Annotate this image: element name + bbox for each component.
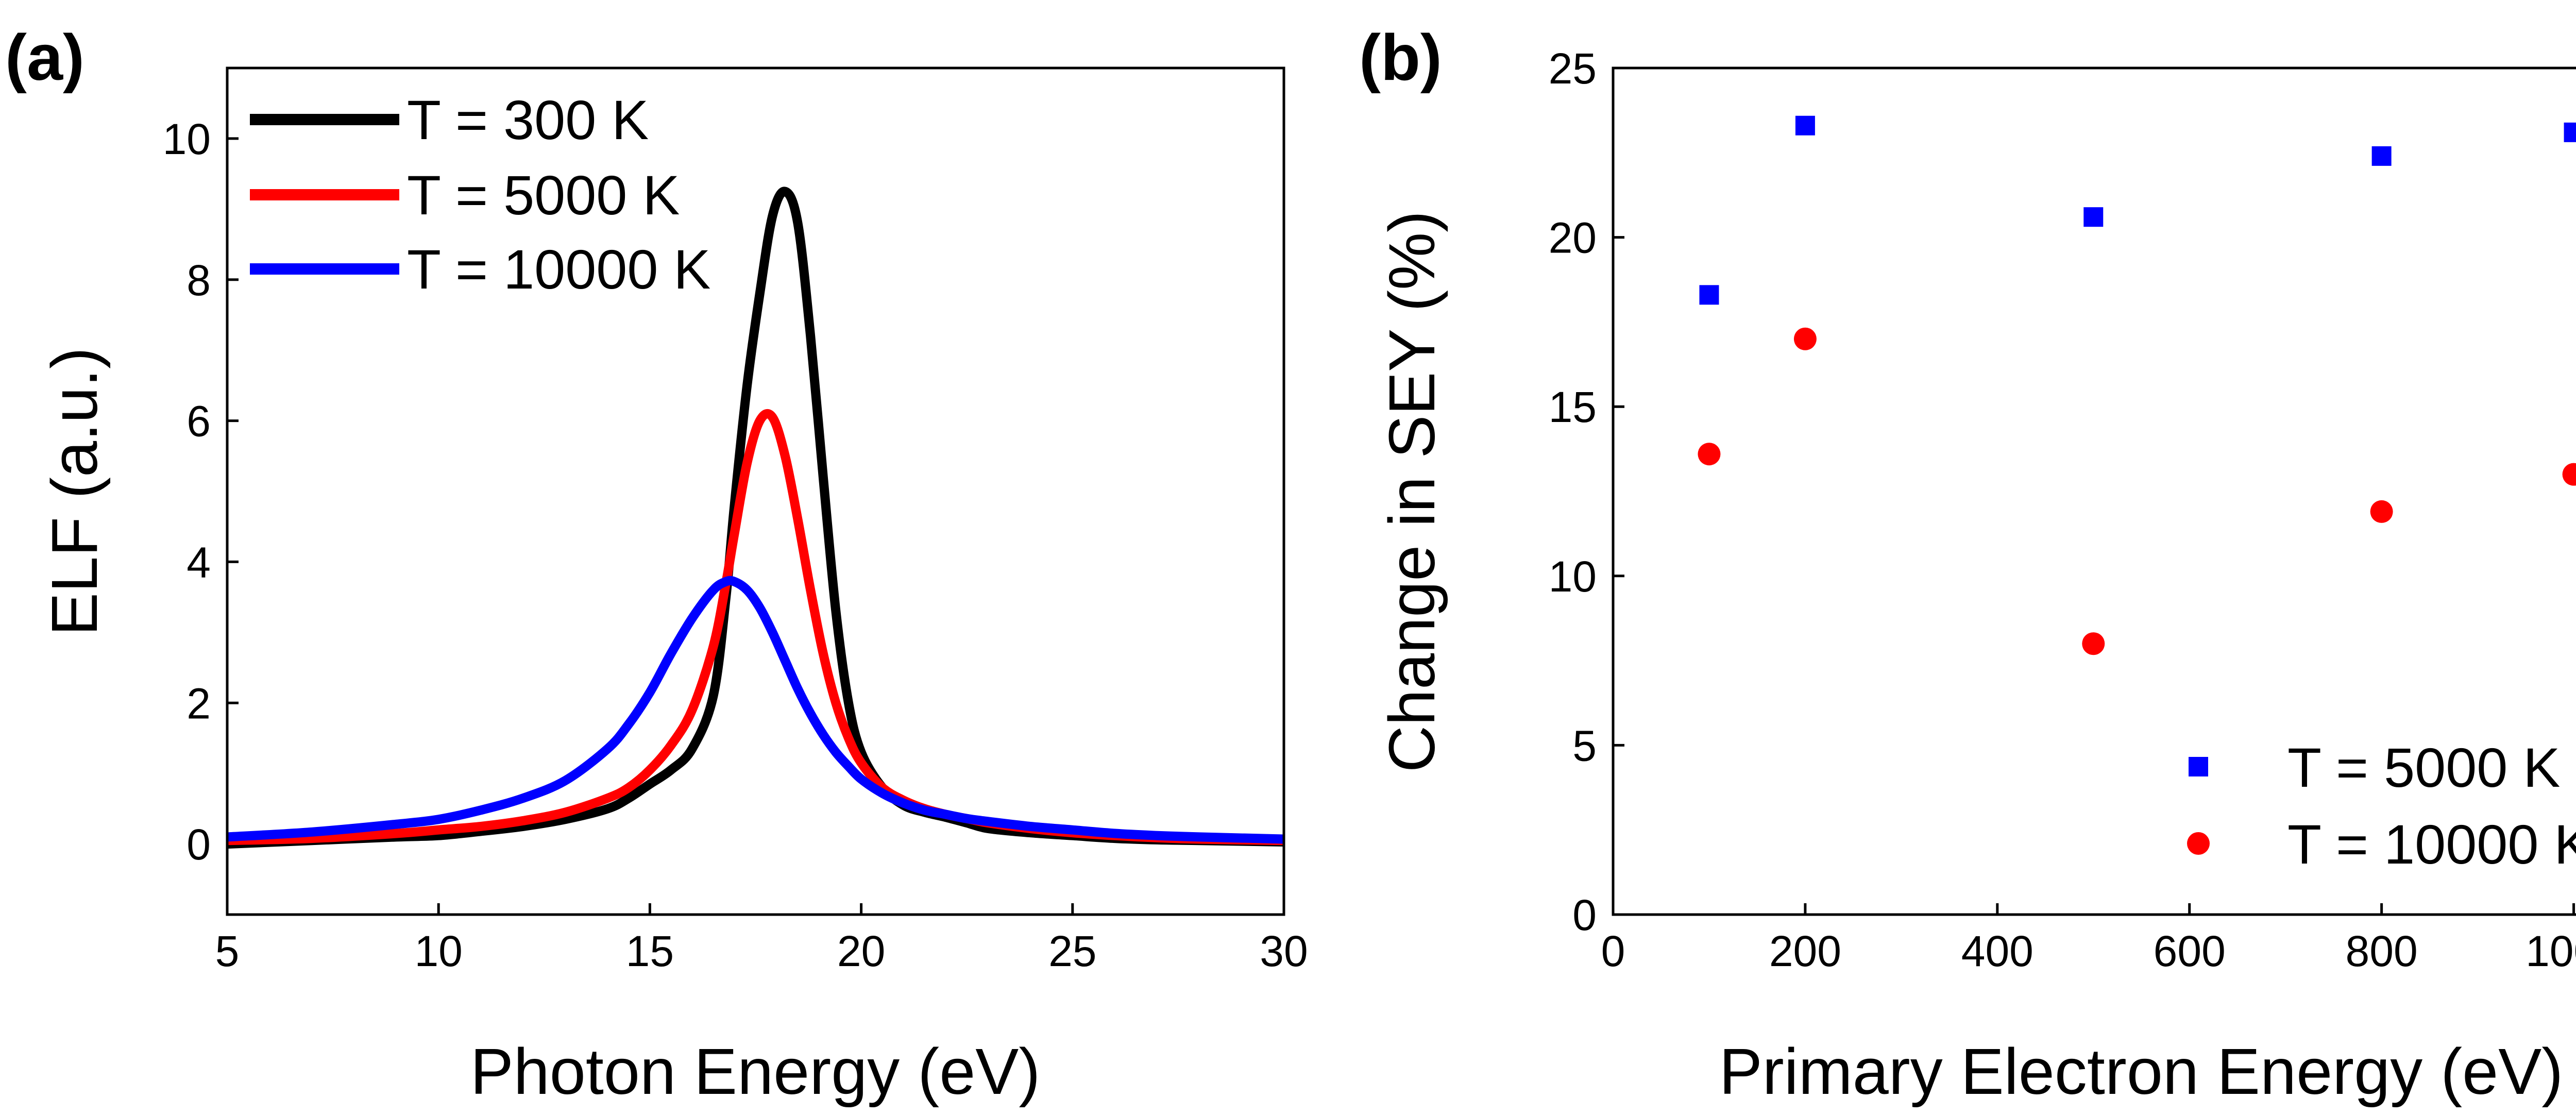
point-t-5000-k-1000 bbox=[2564, 122, 2576, 142]
panel-b-y-tick-label-5: 5 bbox=[1572, 721, 1597, 770]
panel-b-frame bbox=[1612, 66, 2576, 916]
panel-b-ticks: 0 200 400 600 800 1000 0 5 10 15 20 25 bbox=[1549, 44, 2576, 975]
point-t-10000-k-100 bbox=[1698, 443, 1721, 466]
panel-b-x-tick-label-1000: 1000 bbox=[2526, 927, 2576, 975]
point-t-10000-k-1000 bbox=[2562, 463, 2576, 486]
panel-a-ticks: 5 10 15 20 25 30 0 2 4 6 8 10 bbox=[163, 115, 1308, 975]
panel-a-y-axis-title: ELF (a.u.) bbox=[38, 347, 111, 636]
panel-b-series bbox=[1698, 115, 2576, 655]
legend-a-label-10000k: T = 10000 K bbox=[407, 238, 710, 300]
panel-b-x-tick-label-200: 200 bbox=[1769, 927, 1841, 975]
panel-b-x-tick-label-600: 600 bbox=[2154, 927, 2226, 975]
panel-a-series bbox=[227, 187, 1284, 849]
panel-b-y-tick-label-20: 20 bbox=[1549, 214, 1597, 262]
legend-b-label-10000k: T = 10000 K bbox=[2287, 813, 2576, 875]
panel-a-label: (a) bbox=[5, 21, 84, 94]
legend-b-label-5000k: T = 5000 K bbox=[2287, 736, 2560, 799]
panel-a-y-tick-label-4: 4 bbox=[187, 538, 211, 586]
panel-b-x-axis-title: Primary Electron Energy (eV) bbox=[1719, 1035, 2564, 1108]
panel-b-x-tick-label-0: 0 bbox=[1601, 927, 1625, 975]
panel-a-legend: T = 300 K T = 5000 K T = 10000 K bbox=[250, 89, 710, 300]
panel-a-y-tick-label-6: 6 bbox=[187, 397, 211, 446]
point-t-5000-k-200 bbox=[1795, 115, 1815, 136]
panel-a-x-tick-label-15: 15 bbox=[626, 927, 674, 975]
legend-a-label-5000k: T = 5000 K bbox=[407, 164, 680, 226]
point-t-10000-k-200 bbox=[1793, 327, 1817, 350]
panel-a-y-tick-label-2: 2 bbox=[187, 679, 211, 728]
series-line-t-5000-k bbox=[227, 409, 1284, 846]
legend-a-label-300k: T = 300 K bbox=[407, 89, 649, 151]
point-t-5000-k-800 bbox=[2371, 146, 2392, 166]
point-t-5000-k-100 bbox=[1699, 285, 1719, 305]
panel-a-x-tick-label-5: 5 bbox=[215, 927, 240, 975]
panel-b-label: (b) bbox=[1359, 21, 1442, 94]
panel-b-y-tick-label-25: 25 bbox=[1549, 44, 1597, 93]
panel-b-y-tick-label-10: 10 bbox=[1549, 552, 1597, 601]
series-line-t-300-k bbox=[227, 187, 1284, 849]
panel-a-frame bbox=[226, 66, 1285, 916]
point-t-10000-k-500 bbox=[2082, 632, 2105, 655]
panel-b-y-axis-title: Change in SEY (%) bbox=[1376, 211, 1448, 772]
panel-a-y-tick-label-10: 10 bbox=[163, 115, 211, 163]
legend-b-marker-5000k bbox=[2189, 757, 2208, 776]
panel-b-y-tick-label-0: 0 bbox=[1572, 891, 1597, 939]
panel-b-x-tick-label-800: 800 bbox=[2346, 927, 2418, 975]
panel-a-x-tick-label-20: 20 bbox=[837, 927, 885, 975]
panel-b-y-tick-label-15: 15 bbox=[1549, 383, 1597, 431]
panel-b: (b) 0 200 400 600 800 1000 0 5 10 15 20 25 Primary … bbox=[1359, 21, 2576, 1108]
panel-a-y-tick-label-0: 0 bbox=[187, 820, 211, 869]
panel-a-x-tick-label-25: 25 bbox=[1048, 927, 1096, 975]
panel-a-y-tick-label-8: 8 bbox=[187, 256, 211, 305]
panel-a-x-axis-title: Photon Energy (eV) bbox=[470, 1035, 1041, 1108]
point-t-10000-k-800 bbox=[2370, 500, 2393, 523]
panel-a: (a) 5 10 15 20 25 30 0 2 4 6 8 10 Photon Energy (eV… bbox=[5, 21, 1308, 1108]
series-line-t-10000-k bbox=[227, 576, 1284, 844]
panel-a-x-tick-label-10: 10 bbox=[414, 927, 462, 975]
point-t-5000-k-500 bbox=[2083, 207, 2104, 227]
legend-b-marker-10000k bbox=[2187, 832, 2210, 855]
panel-b-x-tick-label-400: 400 bbox=[1961, 927, 2033, 975]
panel-a-x-tick-label-30: 30 bbox=[1260, 927, 1308, 975]
panel-b-legend: T = 5000 K T = 10000 K bbox=[2187, 736, 2576, 875]
